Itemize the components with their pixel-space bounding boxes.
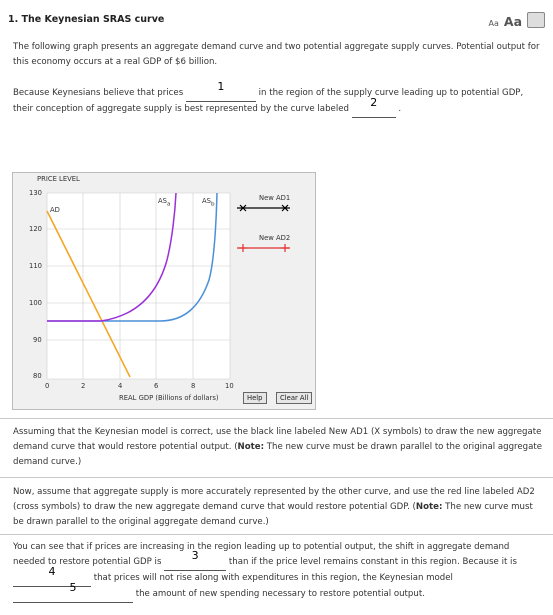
as-a-curve [47,192,177,322]
answer-5-value: 5 [69,581,77,594]
s1-text-b: in the region of the supply curve leadin… [258,88,524,98]
answer-3-value: 3 [191,549,199,562]
sentence-1: Because Keynesians believe that prices 1… [13,80,553,118]
x-tick-8: 8 [191,382,196,390]
font-increase-button[interactable]: Aa [503,14,522,29]
paragraph-ad1: Assuming that the Keynesian model is cor… [13,425,543,470]
x-axis-title: REAL GDP (Billions of dollars) [119,394,219,402]
p1-note: The new curve must be drawn parallel to … [13,442,543,467]
s1-end: . [398,104,402,114]
print-icon[interactable] [527,12,545,28]
answer-blank-2[interactable]: 2 [351,96,396,118]
y-axis-title: PRICE LEVEL [37,175,80,183]
question-title: 1. The Keynesian SRAS curve [8,14,165,25]
as-a-label: ASa [158,197,170,207]
x-tick-6: 6 [154,382,159,390]
x-tick-10: 10 [225,382,234,390]
p3-text-c: that prices will not rise along with exp… [93,573,453,583]
p3-text-d: the amount of new spending necessary to … [135,589,425,599]
divider-1 [0,418,553,419]
divider-3 [0,534,553,535]
answer-blank-4[interactable]: 4 [13,565,91,587]
y-tick-80: 80 [33,372,42,380]
as-a-label-sub: a [166,201,171,208]
s1-text-c: their conception of aggregate supply is … [13,104,349,114]
as-b-label-sub: b [210,201,215,208]
paragraph-ad2: Now, assume that aggregate supply is mor… [13,485,543,530]
answer-4-value: 4 [48,565,56,578]
y-tick-100: 100 [29,299,42,307]
new-ad1-x-marks [239,204,289,212]
s1-text-a: Because Keynesians believe that prices [13,88,184,98]
p2-note: The new curve must be drawn parallel to … [13,502,533,527]
as-b-label-text: AS [202,197,211,205]
as-b-curve [47,192,218,322]
ad-curve [46,210,131,378]
y-tick-130: 130 [29,189,42,197]
y-tick-120: 120 [29,225,42,233]
y-tick-110: 110 [29,262,42,270]
x-tick-0: 0 [45,382,50,390]
answer-2-value: 2 [370,96,378,109]
p2-text: Now, assume that aggregate supply is mor… [13,487,535,512]
font-decrease-button[interactable]: Aa [488,19,499,28]
ad-label: AD [50,206,60,214]
answer-1-value: 1 [217,80,225,93]
p2-open: ( [412,502,416,512]
new-ad1-legend[interactable]: New AD1 [259,194,291,202]
as-b-label: ASb [202,197,215,207]
divider-2 [0,477,553,478]
answer-blank-5[interactable]: 5 [13,581,133,603]
as-a-label-text: AS [158,197,167,205]
p1-note-label: Note: [237,442,265,452]
new-ad2-plus-marks [239,244,289,252]
new-ad2-legend[interactable]: New AD2 [259,234,291,242]
p2-note-label: Note: [415,502,443,512]
x-tick-4: 4 [118,382,123,390]
y-tick-90: 90 [33,336,42,344]
x-tick-2: 2 [81,382,86,390]
font-controls: Aa Aa [489,10,545,29]
p1-text: Assuming that the Keynesian model is cor… [13,427,542,452]
help-button[interactable]: Help [243,392,267,404]
answer-blank-3[interactable]: 3 [164,549,227,571]
paragraph-conclusion: You can see that if prices are increasin… [13,540,543,603]
answer-blank-1[interactable]: 1 [185,80,256,102]
plot-area[interactable] [47,193,230,379]
grid-lines [46,192,231,380]
p3-text-a: You can see that if prices are increasin… [13,542,510,567]
p3-text-b: than if the price level remains constant… [228,557,517,567]
intro-text: The following graph presents an aggregat… [13,42,540,67]
p1-open: ( [234,442,238,452]
clear-all-button[interactable]: Clear All [276,392,313,404]
